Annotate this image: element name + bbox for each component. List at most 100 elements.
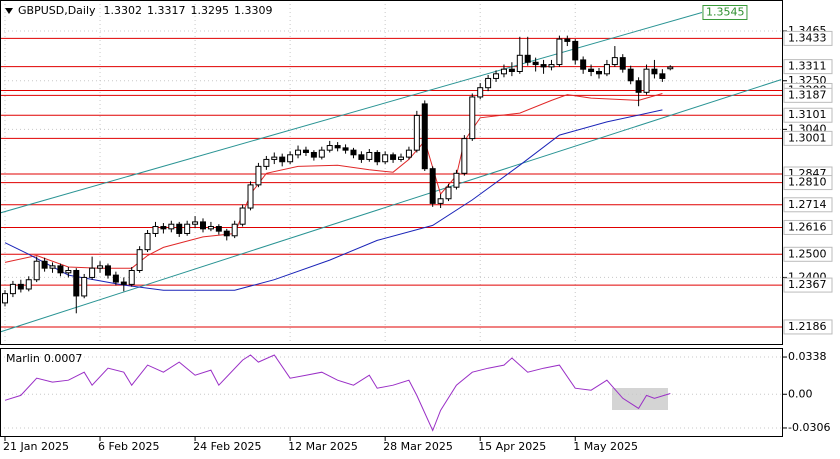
level-label: 1.2500 — [788, 247, 827, 260]
x-tick-label: 21 Jan 2025 — [3, 440, 69, 453]
candle-body — [247, 184, 254, 209]
candle-body — [382, 154, 389, 163]
candle-body — [580, 59, 587, 70]
candle-body — [310, 151, 317, 158]
candle-body — [239, 207, 246, 225]
candle-body — [429, 168, 436, 204]
candle-body — [279, 156, 286, 163]
indicator-tick-label: 0.0338 — [788, 350, 827, 363]
trend-line — [1, 12, 703, 214]
candle-body — [524, 54, 531, 63]
candle-body — [255, 165, 262, 186]
level-label: 1.2616 — [788, 220, 827, 233]
level-label: 1.3187 — [788, 88, 827, 101]
candle-body — [659, 73, 666, 79]
candle-body — [200, 221, 206, 230]
candle-body — [358, 154, 365, 160]
candle-body — [263, 158, 270, 167]
candle-body — [302, 149, 309, 153]
level-label-box — [783, 277, 833, 293]
indicator-plot — [1, 354, 782, 432]
candle-body — [207, 226, 214, 230]
candle-body — [532, 61, 539, 66]
candle-body — [160, 226, 167, 230]
candle-body — [97, 265, 104, 269]
level-label-box — [783, 319, 833, 335]
candle-body — [651, 68, 658, 75]
candle-body — [144, 232, 151, 251]
candle-body — [41, 260, 48, 269]
close: 1.3309 — [234, 4, 273, 17]
candle-body — [271, 156, 278, 160]
candle-body — [643, 68, 650, 93]
x-tick-label: 1 May 2025 — [573, 440, 638, 453]
candle-body — [516, 54, 523, 72]
level-label: 1.3001 — [788, 131, 827, 144]
candle-body — [57, 265, 64, 274]
level-label: 1.3311 — [788, 60, 827, 73]
indicator-value: 0.0007 — [44, 352, 83, 365]
low: 1.3295 — [191, 4, 230, 17]
level-label: 1.2367 — [788, 278, 827, 291]
candle-body — [453, 172, 460, 188]
main-plot — [1, 1, 782, 344]
candle-body — [493, 73, 500, 79]
candle-body — [128, 269, 135, 285]
candle-body — [421, 103, 428, 170]
level-label-box — [783, 59, 833, 75]
candle-body — [215, 226, 222, 232]
candle-body — [413, 114, 420, 151]
candle-body — [390, 154, 397, 160]
candle-body — [136, 249, 143, 271]
candle-body — [469, 96, 476, 140]
candle-body — [326, 145, 333, 151]
candle-body — [89, 267, 96, 278]
candle-body — [334, 145, 341, 149]
candle-body — [231, 223, 238, 237]
level-label: 1.2714 — [788, 198, 827, 211]
trend-line — [1, 79, 782, 333]
x-tick-label: 28 Mar 2025 — [383, 440, 453, 453]
level-label-box — [783, 107, 833, 123]
candle-body — [398, 156, 404, 160]
candle-body — [461, 138, 468, 174]
candle-body — [25, 279, 32, 290]
candle-body — [176, 223, 183, 234]
candle-body — [437, 198, 444, 204]
candle-body — [611, 57, 618, 66]
candle-body — [596, 70, 602, 75]
candle-body — [500, 68, 507, 75]
level-label-box — [783, 246, 833, 262]
trend-label-box — [702, 4, 748, 20]
candle-body — [374, 151, 381, 163]
candle-body — [49, 265, 56, 269]
candle-body — [65, 269, 72, 274]
candle-body — [223, 230, 230, 237]
high: 1.3317 — [147, 4, 186, 17]
candle-body — [366, 151, 373, 160]
candle-body — [33, 260, 40, 281]
candle-body — [152, 226, 159, 234]
candle-body — [485, 77, 492, 89]
level-label-box — [783, 87, 833, 103]
candle-body — [508, 68, 515, 72]
candle-body — [112, 274, 119, 283]
level-label-box — [783, 175, 833, 191]
candle-body — [184, 223, 191, 234]
level-label: 1.3433 — [788, 31, 827, 44]
candle-body — [192, 221, 199, 225]
candle-body — [477, 87, 484, 98]
indicator-line — [4, 354, 671, 432]
indicator-name: Marlin — [6, 352, 40, 365]
candle-body — [572, 40, 579, 61]
level-label-box — [783, 130, 833, 146]
candle-body — [318, 149, 325, 158]
x-tick-label: 6 Feb 2025 — [98, 440, 159, 453]
collapse-icon[interactable] — [5, 8, 13, 14]
level-label: 1.2186 — [788, 320, 827, 333]
symbol: GBPUSD,Daily — [18, 4, 96, 17]
candle-body — [405, 149, 412, 158]
open: 1.3302 — [104, 4, 143, 17]
candle-body — [287, 154, 294, 163]
